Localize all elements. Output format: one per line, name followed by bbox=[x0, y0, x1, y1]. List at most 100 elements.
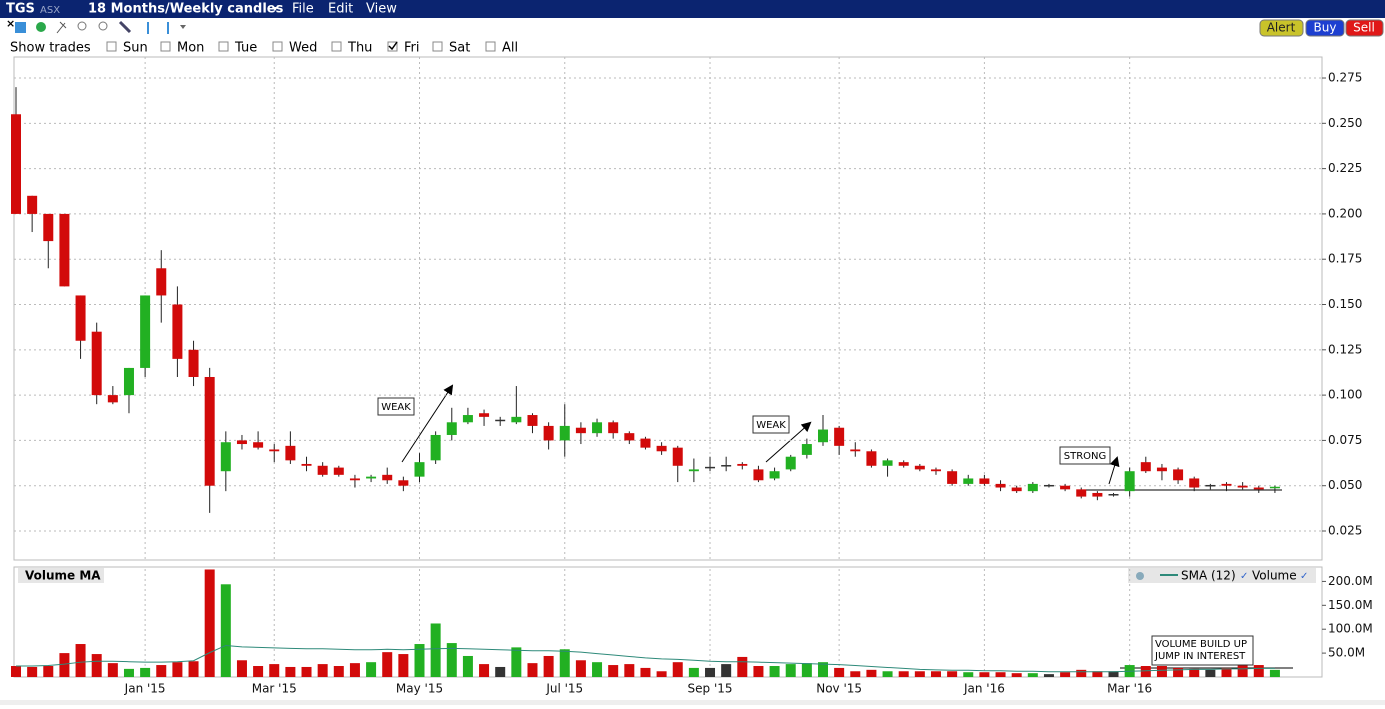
period-selector[interactable]: 18 Months/Weekly candles bbox=[88, 2, 284, 17]
candle-body bbox=[963, 478, 974, 484]
candle-body bbox=[656, 445, 667, 452]
day-label[interactable]: Sat bbox=[449, 41, 470, 56]
y-tick-label: 200.0M bbox=[1328, 574, 1373, 588]
menu-item[interactable]: Edit bbox=[328, 2, 353, 17]
candle-body bbox=[705, 466, 716, 469]
volume-bar bbox=[543, 655, 554, 677]
checkbox[interactable] bbox=[106, 41, 117, 52]
volume-bar bbox=[914, 671, 925, 677]
volume-bar bbox=[737, 656, 748, 677]
button-label[interactable]: Sell bbox=[1353, 21, 1375, 35]
day-label[interactable]: Thu bbox=[347, 41, 372, 56]
volume-bar bbox=[1253, 665, 1264, 677]
volume-bar bbox=[172, 662, 183, 677]
day-label[interactable]: All bbox=[502, 41, 518, 56]
symbol[interactable]: TGS bbox=[6, 2, 35, 17]
x-tick-label: Nov '15 bbox=[816, 682, 862, 696]
title-bar bbox=[0, 0, 1385, 18]
exchange: ASX bbox=[40, 5, 60, 16]
volume-bar bbox=[1269, 669, 1280, 677]
menu-item[interactable]: View bbox=[366, 2, 397, 17]
close-button[interactable]: × bbox=[6, 17, 15, 30]
candle-body bbox=[495, 419, 506, 422]
annotation-box bbox=[377, 397, 415, 416]
day-label[interactable]: Sun bbox=[123, 41, 148, 56]
tool-icons[interactable] bbox=[15, 20, 186, 34]
candle-body bbox=[107, 395, 118, 403]
y-tick-label: 0.225 bbox=[1328, 161, 1362, 175]
candle-body bbox=[850, 449, 861, 452]
legend bbox=[1128, 568, 1316, 583]
y-tick-label: 0.250 bbox=[1328, 116, 1362, 130]
candle-body bbox=[1060, 485, 1071, 490]
annotation-box bbox=[752, 415, 790, 434]
candle-body bbox=[59, 213, 70, 287]
volume-bar bbox=[1108, 671, 1119, 677]
legend-check[interactable]: ✓ bbox=[1300, 571, 1308, 582]
candle-body bbox=[140, 295, 151, 368]
candle-body bbox=[898, 462, 909, 466]
candle-body bbox=[721, 465, 732, 467]
checkbox[interactable] bbox=[272, 41, 283, 52]
checkbox[interactable] bbox=[432, 41, 443, 52]
candle-body bbox=[511, 416, 522, 423]
legend-check[interactable]: ✓ bbox=[1240, 571, 1248, 582]
legend-entry[interactable]: Volume bbox=[1252, 569, 1297, 583]
checkbox[interactable] bbox=[218, 41, 229, 52]
checkbox[interactable] bbox=[331, 41, 342, 52]
volume-bar bbox=[1027, 673, 1038, 677]
candle-body bbox=[801, 444, 812, 455]
candle-body bbox=[1043, 484, 1054, 487]
volume-bar bbox=[672, 662, 683, 677]
candle-body bbox=[1173, 469, 1184, 481]
candle-body bbox=[979, 478, 990, 484]
arrow bbox=[1108, 456, 1120, 485]
candle-body bbox=[624, 433, 635, 441]
x-tick-label: Jan '15 bbox=[124, 682, 166, 696]
buy-button[interactable] bbox=[1305, 19, 1345, 37]
volume-bar bbox=[333, 666, 344, 677]
y-tick-label: 150.0M bbox=[1328, 598, 1373, 612]
day-label[interactable]: Fri bbox=[404, 41, 420, 56]
y-tick-label: 0.075 bbox=[1328, 433, 1362, 447]
volume-bar bbox=[269, 664, 280, 677]
sell-button[interactable] bbox=[1345, 19, 1384, 37]
candle-body bbox=[269, 449, 280, 452]
volume-bar bbox=[366, 662, 377, 677]
legend-icon bbox=[1136, 572, 1144, 580]
volume-bar bbox=[527, 663, 538, 677]
day-label[interactable]: Wed bbox=[289, 41, 317, 56]
checkbox[interactable] bbox=[485, 41, 496, 52]
candle-body bbox=[608, 422, 619, 434]
alert-button[interactable] bbox=[1259, 19, 1304, 37]
candle-body bbox=[75, 295, 86, 341]
candle-body bbox=[446, 422, 457, 435]
checkbox[interactable] bbox=[160, 41, 171, 52]
candle-body bbox=[317, 465, 328, 475]
button-label[interactable]: Alert bbox=[1267, 21, 1296, 35]
candle-body bbox=[527, 415, 538, 426]
button-label[interactable]: Buy bbox=[1314, 21, 1337, 35]
candle-body bbox=[156, 268, 167, 296]
candle-body bbox=[27, 195, 38, 214]
candle-body bbox=[1269, 486, 1280, 489]
x-tick-label: Jan '16 bbox=[963, 682, 1005, 696]
show-trades-label: Show trades bbox=[10, 41, 91, 56]
day-label[interactable]: Mon bbox=[177, 41, 204, 56]
volume-bar bbox=[688, 667, 699, 677]
menu-item[interactable]: File bbox=[292, 2, 314, 17]
candle-body bbox=[253, 442, 264, 448]
candle-body bbox=[301, 463, 312, 466]
candle-body bbox=[882, 460, 893, 466]
scrollbar[interactable] bbox=[0, 700, 1385, 705]
y-tick-label: 0.150 bbox=[1328, 297, 1362, 311]
checkbox[interactable] bbox=[387, 41, 398, 52]
y-tick-label: 0.100 bbox=[1328, 388, 1362, 402]
candle-body bbox=[285, 445, 296, 461]
candle-body bbox=[559, 425, 570, 441]
day-label[interactable]: Tue bbox=[234, 41, 257, 56]
volume-bar bbox=[123, 668, 134, 677]
legend-entry[interactable]: SMA (12) bbox=[1181, 569, 1236, 583]
dropdown-arrow[interactable] bbox=[272, 7, 278, 11]
candle-body bbox=[785, 456, 796, 470]
